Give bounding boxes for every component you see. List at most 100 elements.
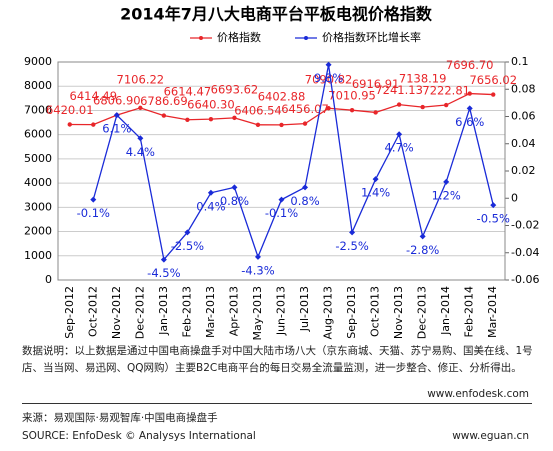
data-label: 6406.54 [234,103,282,117]
y2-tick-label: -0.02 [511,219,539,232]
point [161,113,167,118]
y-tick-label: 2000 [24,225,52,238]
x-tick-label: Jan-2013 [157,286,170,336]
data-label: 6414.49 [70,89,118,103]
point [279,122,284,128]
data-label: 6806.90 [93,94,141,108]
point [302,184,309,191]
point [419,233,426,240]
x-tick-label: Dec-2012 [133,286,146,339]
y2-tick-label: 0.1 [511,55,529,68]
point [491,92,496,97]
y2-tick-label: 0.06 [511,110,536,123]
y-tick-label: 6000 [24,128,52,141]
x-tick-label: Mar-2014 [486,286,499,338]
website: www.enfodesk.com [427,388,529,400]
data-label: 4.7% [385,141,414,155]
point [443,178,450,185]
y2-tick-label: -0.04 [511,246,539,259]
point [185,117,190,122]
x-tick-label: Mar-2013 [204,286,217,338]
y-tick-label: 3000 [24,200,52,213]
point [396,102,402,107]
source-cn: 来源：易观国际·易观智库·中国电商操盘手 [22,412,218,424]
point [373,110,378,115]
data-label: -2.5% [335,239,368,253]
point [278,196,285,203]
y2-tick-label: 0.04 [511,137,536,150]
x-tick-label: Jun-2013 [275,286,288,336]
y2-tick-label: -0.06 [511,273,539,286]
point [349,107,355,113]
data-label: 6614.47 [164,84,212,98]
x-tick-label: Jan-2014 [439,286,452,336]
point [67,122,72,127]
point [396,131,403,138]
point [138,105,143,111]
data-label: 7010.95 [328,89,376,103]
point [443,102,449,108]
chart: 2014年7月八大电商平台平板电视价格指数 0 1000 2000 3000 4000 5… [24,5,539,341]
y-tick-label: 9000 [24,55,52,68]
notes: 数据说明：以上数据是通过中国电商操盘手对中国大陆市场八大（京东商城、天猫、苏宁易… [22,345,533,374]
point [232,115,237,121]
data-label: 1.4% [361,186,390,200]
data-label: 7090.82 [305,73,353,87]
chart-title: 2014年7月八大电商平台平板电视价格指数 [120,5,433,24]
x-tick-label: Dec-2013 [416,286,429,339]
data-label: -2.5% [171,239,204,253]
point [184,229,191,236]
website: www.eguan.cn [452,430,529,442]
point [466,105,473,112]
point [231,184,238,191]
point [208,116,214,122]
y2-tick-label: 0.08 [511,82,536,95]
point [467,91,472,96]
legend-label: 价格指数环比增长率 [322,30,421,44]
point [90,196,97,203]
data-label: 6693.62 [211,82,259,96]
x-tick-label: Aug-2013 [322,286,335,339]
x-tick-label: Feb-2013 [180,286,193,337]
data-label: 1.2% [432,188,461,202]
point [91,122,96,127]
point [420,104,425,110]
point [254,253,261,260]
data-label: -0.1% [77,206,110,220]
y-tick-label: 1000 [24,249,52,262]
plot-frame [57,61,506,281]
data-label: 7222.81 [422,84,470,98]
data-label: 0.8% [220,194,249,208]
data-label: 4.4% [126,145,155,159]
x-tick-label: Oct-2012 [86,286,99,337]
x-tick-label: Apr-2013 [227,286,240,336]
x-tick-label: Oct-2013 [369,286,382,337]
point [325,61,332,68]
data-label: 7138.19 [399,72,447,86]
data-label: 9.8% [314,71,343,85]
point [490,202,497,209]
y2-tick-label: 0.02 [511,164,536,177]
data-label: 6.1% [102,122,131,136]
y-tick-label: 5000 [24,152,52,165]
point [113,112,120,119]
legend-label: 价格指数 [217,30,261,44]
y-tick-label: 4000 [24,176,52,189]
point [207,189,214,196]
data-label: -0.1% [265,206,298,220]
x-tick-label: Sep-2013 [345,286,358,339]
x-tick-label: Feb-2014 [463,286,476,337]
data-label: 6786.69 [140,94,188,108]
data-label: 6916.91 [352,77,400,91]
point [372,176,379,183]
data-label: 6.6% [455,115,484,129]
y-tick-label: 8000 [24,79,52,92]
x-tick-label: May-2013 [251,286,264,340]
point [160,256,167,263]
data-label: 6420.01 [46,103,94,117]
rule [22,403,532,404]
data-label: -4.5% [147,266,180,280]
data-label: 6640.30 [187,98,235,112]
data-label: -2.8% [406,243,439,257]
